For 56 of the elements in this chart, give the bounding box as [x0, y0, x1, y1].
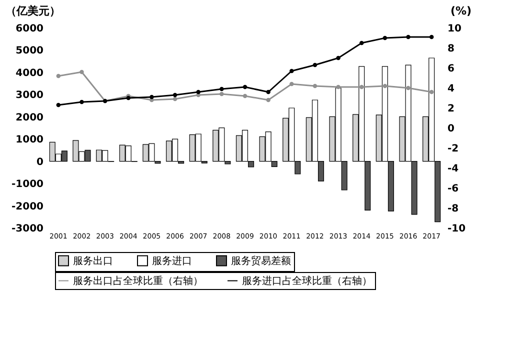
point [242, 94, 248, 98]
y2-tick-label: -6 [448, 184, 459, 194]
y2-tick-label: -4 [448, 164, 459, 174]
y2-tick-label: 6 [448, 64, 454, 74]
y-tick-label: 5000 [16, 46, 44, 57]
point [312, 84, 318, 88]
point [406, 34, 410, 40]
y2-tick-label: 2 [448, 104, 454, 114]
legend-label: 服务进口占全球比重（右轴） [242, 274, 372, 287]
point [80, 100, 84, 104]
y2-tick-label: 8 [448, 44, 454, 54]
y-tick-label: -3000 [12, 224, 44, 234]
point [266, 90, 270, 94]
legend-label: 服务出口 [73, 254, 113, 267]
y-tick-label: 6000 [16, 24, 44, 34]
point [290, 68, 294, 74]
point [150, 94, 154, 100]
point [429, 34, 434, 40]
point [220, 86, 224, 92]
point [312, 62, 318, 68]
legend-label: 服务进口 [152, 254, 192, 267]
y2-tick-label: 0 [448, 124, 454, 134]
y2-tick-label: -10 [448, 224, 466, 234]
y-tick-label: -2000 [12, 201, 44, 212]
point [80, 70, 84, 74]
point [266, 98, 270, 102]
legend-label: 服务出口占全球比重（右轴） [73, 274, 203, 287]
point [172, 96, 178, 102]
y-tick-label: 2000 [16, 112, 44, 124]
y2-tick-label: 10 [448, 24, 462, 34]
y-tick-label: -1000 [12, 179, 44, 190]
y2-tick-label: 4 [448, 84, 454, 94]
point [359, 40, 364, 46]
point [290, 82, 294, 86]
y-tick-label: 1000 [16, 134, 44, 146]
point [359, 84, 364, 90]
legend-label: 服务贸易差额 [231, 254, 291, 267]
point [336, 84, 340, 90]
point [336, 56, 340, 60]
point [406, 86, 410, 90]
point [172, 92, 178, 98]
point [220, 92, 224, 96]
y-axis-title: （亿美元） [6, 4, 60, 18]
point [196, 90, 200, 94]
y2-tick-label: -2 [448, 144, 459, 154]
y-tick-label: 3000 [16, 90, 44, 102]
point [242, 84, 248, 90]
point [382, 36, 388, 40]
y2-tick-label: -8 [448, 204, 459, 214]
point [382, 84, 388, 88]
point [56, 102, 61, 108]
y-tick-label: 0 [36, 156, 44, 168]
y-tick-label: 4000 [16, 68, 44, 79]
point [429, 90, 434, 94]
y2-axis-title: (%) [450, 4, 472, 18]
point [56, 74, 61, 78]
